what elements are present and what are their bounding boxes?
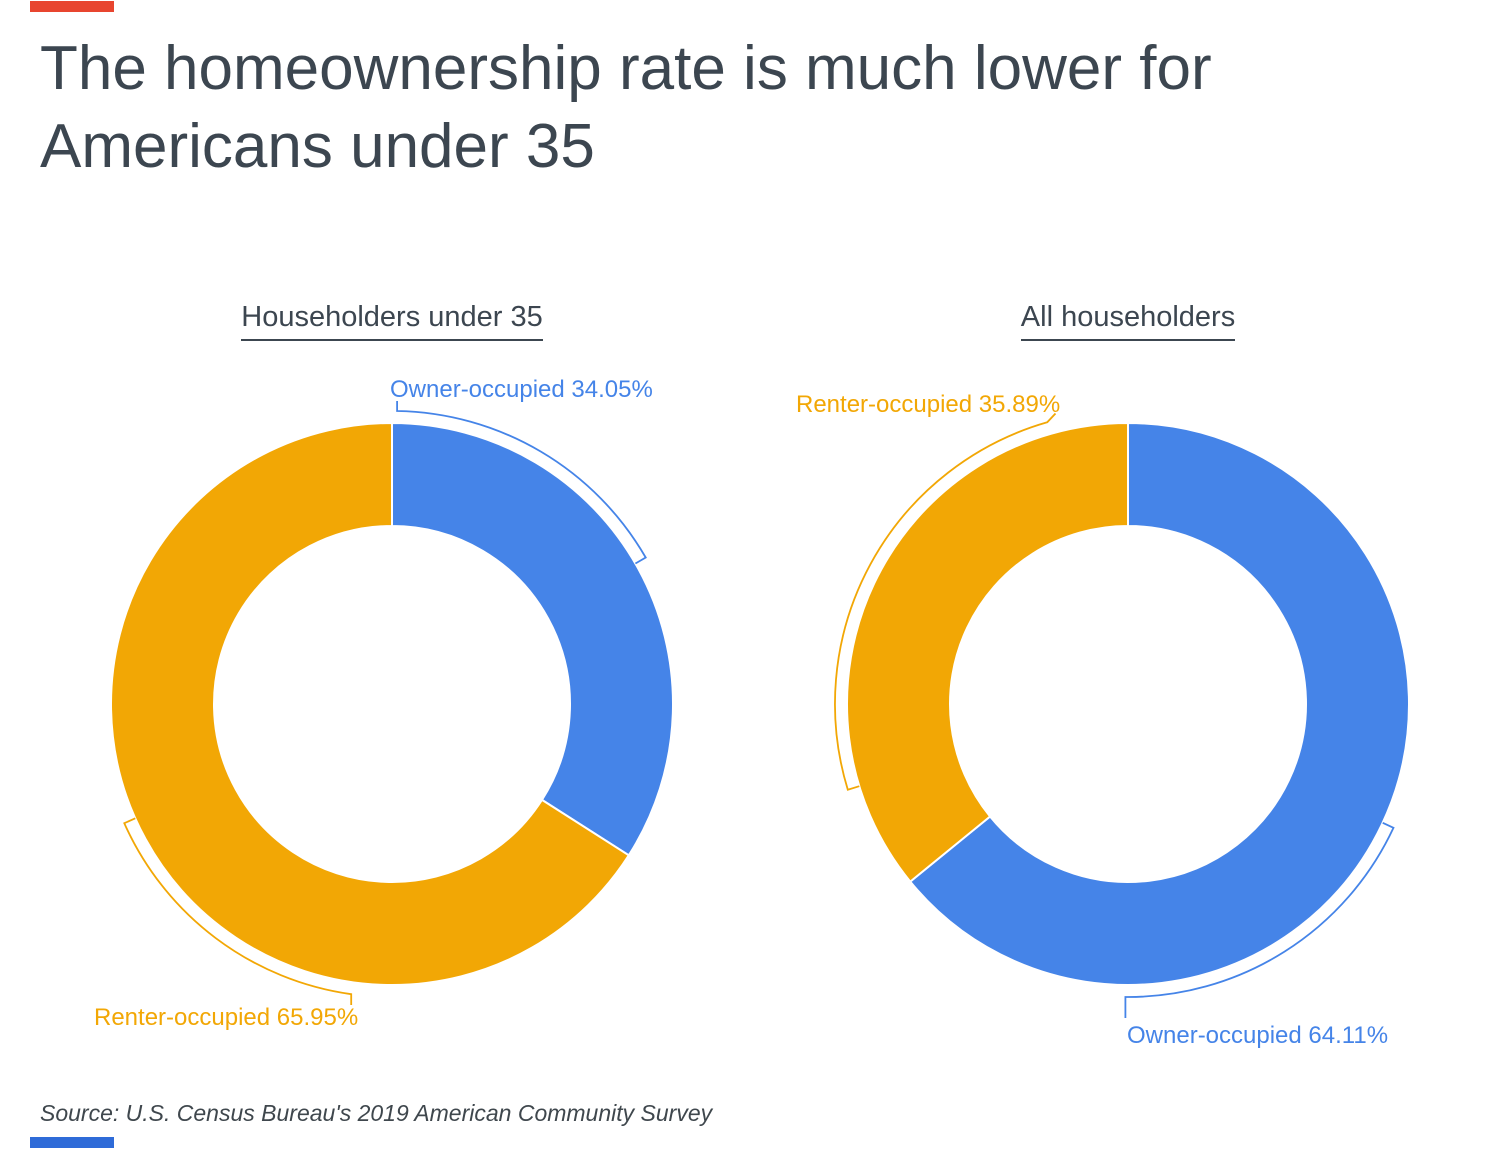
right-chart-subtitle-text: All householders: [1020, 300, 1236, 341]
donut-slice-owner-occupied: [391, 421, 674, 857]
source-note: Source: U.S. Census Bureau's 2019 Americ…: [40, 1100, 713, 1126]
donut-chart-all-householders: [834, 412, 1410, 1018]
left-chart-subtitle: Householders under 35: [72, 300, 712, 341]
callout-bracket-owner-occupied: [396, 401, 647, 565]
top-accent-bar: [30, 1, 114, 12]
donut-slice-renter-occupied: [846, 421, 1129, 884]
left-chart-subtitle-text: Householders under 35: [241, 300, 543, 341]
callout-bracket-renter-occupied: [834, 412, 1057, 791]
donut-slice-owner-occupied: [908, 421, 1410, 986]
chart-all-householders: All householders: [808, 300, 1448, 1060]
renter-occupied-callout-right: Renter-occupied 35.89%: [796, 391, 1061, 418]
chart-title: The homeownership rate is much lower for…: [40, 34, 1212, 181]
chart-under-35: Householders under 35: [72, 300, 712, 1060]
donut-chart-under-35: [110, 401, 674, 1005]
donut-slice-renter-occupied: [110, 421, 631, 986]
callout-bracket-owner-occupied: [1124, 821, 1395, 1018]
owner-occupied-callout-right: Owner-occupied 64.11%: [1127, 1022, 1389, 1049]
callout-bracket-renter-occupied: [123, 817, 353, 1005]
bottom-accent-bar: [30, 1137, 114, 1148]
owner-occupied-callout-left: Owner-occupied 34.05%: [390, 376, 653, 403]
renter-occupied-callout-left: Renter-occupied 65.95%: [94, 1004, 359, 1031]
right-chart-subtitle: All householders: [808, 300, 1448, 341]
